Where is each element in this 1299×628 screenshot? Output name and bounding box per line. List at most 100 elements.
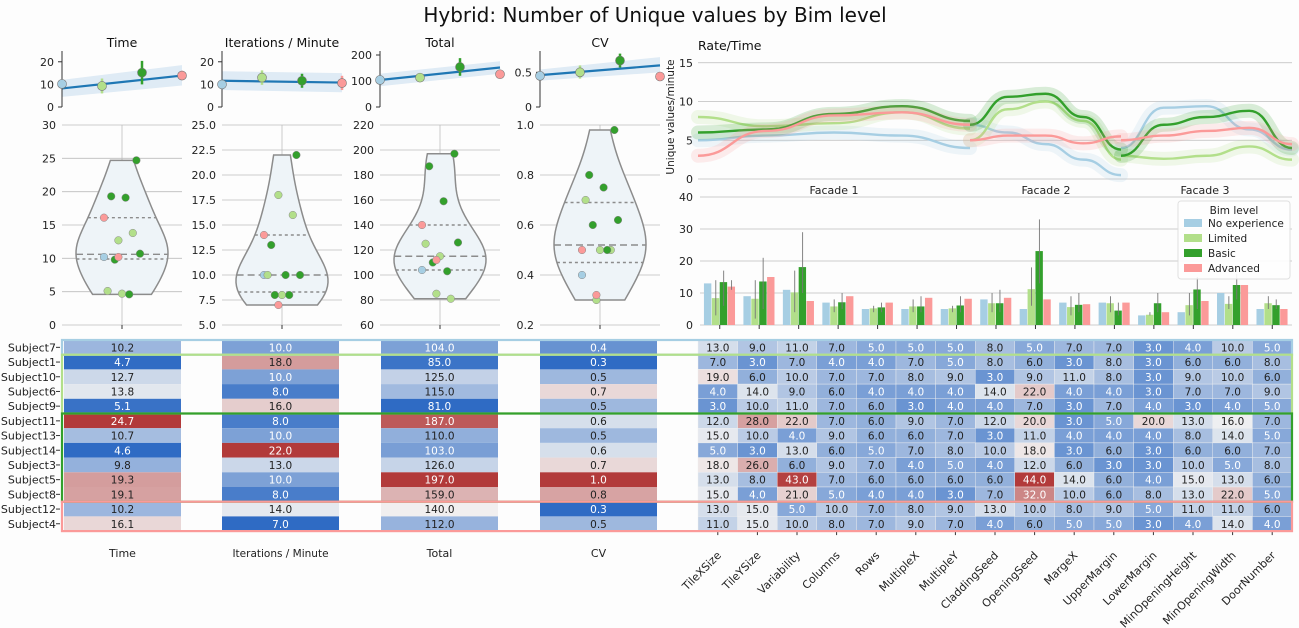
bar [1035, 251, 1043, 325]
cell-value: 7.0 [709, 357, 726, 369]
mean-point [137, 67, 147, 78]
cell-value: 3.0 [749, 357, 766, 369]
cell-value: 10.2 [111, 504, 134, 516]
bar [1280, 309, 1288, 325]
fit-line [539, 64, 661, 77]
violin-point [446, 294, 455, 303]
series-line [1120, 109, 1293, 157]
y-tick-label: 30 [679, 223, 693, 236]
cell-value: 0.6 [590, 445, 607, 457]
violin-point [128, 228, 137, 238]
cell-value: 5.0 [1264, 489, 1281, 501]
y-tick-label: 22.5 [192, 144, 217, 157]
y-tick-label: 10 [200, 78, 214, 91]
cell-value: 28.0 [746, 416, 769, 428]
heatmap-cell [381, 501, 498, 517]
cell-value: 110.0 [424, 431, 454, 443]
legend-swatch [1184, 234, 1202, 242]
cell-value: 140.0 [424, 504, 454, 516]
cell-value: 6.0 [868, 431, 885, 443]
row-label: Subject10 [1, 371, 56, 384]
cell-value: 3.0 [1145, 519, 1162, 531]
bar [1098, 302, 1107, 325]
mean-point [257, 72, 267, 83]
cell-value: 8.0 [1105, 372, 1122, 384]
violin-point [132, 156, 141, 165]
cell-value: 3.0 [1145, 357, 1162, 369]
cell-value: 4.0 [1185, 342, 1202, 354]
legend-swatch [1184, 219, 1202, 227]
cell-value: 7.0 [1105, 342, 1122, 354]
heatmap-cell [540, 384, 657, 399]
cell-value: 9.0 [1026, 372, 1043, 384]
cell-value: 5.1 [114, 401, 131, 413]
cell-value: 3.0 [1145, 460, 1162, 472]
bar [1272, 305, 1280, 325]
cell-value: 6.0 [1105, 445, 1122, 457]
cell-value: 4.0 [1224, 401, 1241, 413]
cell-value: 3.0 [1066, 416, 1083, 428]
cell-value: 4.0 [1145, 401, 1162, 413]
cell-value: 32.0 [1023, 489, 1046, 501]
heatmap-cell [540, 501, 657, 517]
cell-value: 4.0 [868, 386, 885, 398]
cell-value: 7.0 [907, 445, 924, 457]
cell-value: 4.0 [987, 401, 1004, 413]
y-tick-label: 17.5 [192, 194, 217, 207]
mean-point [415, 72, 425, 83]
heatmap-cell [540, 472, 657, 487]
cell-value: 14.0 [1221, 431, 1244, 443]
cell-value: 9.0 [947, 504, 964, 516]
cell-value: 10.0 [1221, 372, 1244, 384]
violin-point [107, 192, 116, 201]
series-line [969, 92, 1122, 151]
mean-point [535, 71, 545, 81]
cell-value: 18.0 [706, 460, 729, 472]
cell-value: 6.0 [907, 431, 924, 443]
cell-value: 5.0 [789, 504, 806, 516]
cell-value: 4.0 [828, 357, 845, 369]
heatmap-cell [540, 487, 657, 502]
heatmap-cell [64, 354, 181, 370]
mean-point [655, 71, 665, 82]
cell-value: 6.0 [1264, 475, 1281, 487]
y-tick-label: 15.0 [192, 219, 217, 232]
cell-value: 19.3 [111, 475, 134, 487]
cell-value: 18.0 [269, 357, 292, 369]
heatmap-cell [64, 428, 181, 443]
fit-line [379, 66, 501, 82]
violin-point [432, 255, 441, 265]
cell-value: 9.0 [1264, 386, 1281, 398]
y-tick-label: 0.5 [515, 66, 533, 79]
rate-time-panel: Rate/Time Unique values/minute 0 5 10 15 Facad… [665, 38, 1299, 197]
cell-value: 10.0 [1063, 489, 1086, 501]
cell-value: 10.7 [111, 431, 134, 443]
heatmap-cell [540, 413, 657, 429]
heatmap-cell [540, 428, 657, 443]
mean-point [57, 79, 67, 89]
bar [869, 308, 878, 325]
cell-value: 10.0 [269, 342, 292, 354]
heatmap-cell [64, 413, 181, 429]
cell-value: 12.0 [706, 416, 729, 428]
cell-value: 22.0 [269, 445, 292, 457]
cell-value: 126.0 [424, 460, 454, 472]
y-tick-label: 0.4 [517, 269, 535, 282]
bar [1264, 303, 1272, 325]
column-label: MinOpeningHeight [1118, 548, 1200, 628]
cell-value: 6.0 [868, 475, 885, 487]
bar [1177, 312, 1185, 325]
y-tick-label: 0 [207, 101, 214, 114]
cell-value: 9.0 [828, 460, 845, 472]
violin-point [581, 195, 590, 205]
y-tick-label: 1.0 [517, 119, 535, 132]
cell-value: 6.0 [828, 386, 845, 398]
violin-panel: 0.2 0.4 0.6 0.8 1.0 [517, 119, 660, 332]
regression-panel: Time 0 10 20 [40, 35, 187, 114]
cell-value: 7.0 [868, 519, 885, 531]
cell-value: 6.0 [828, 445, 845, 457]
violin-point [588, 220, 597, 230]
cell-value: 85.0 [428, 357, 451, 369]
cell-value: 14.0 [1063, 475, 1086, 487]
column-label: TileXSize [679, 549, 724, 594]
